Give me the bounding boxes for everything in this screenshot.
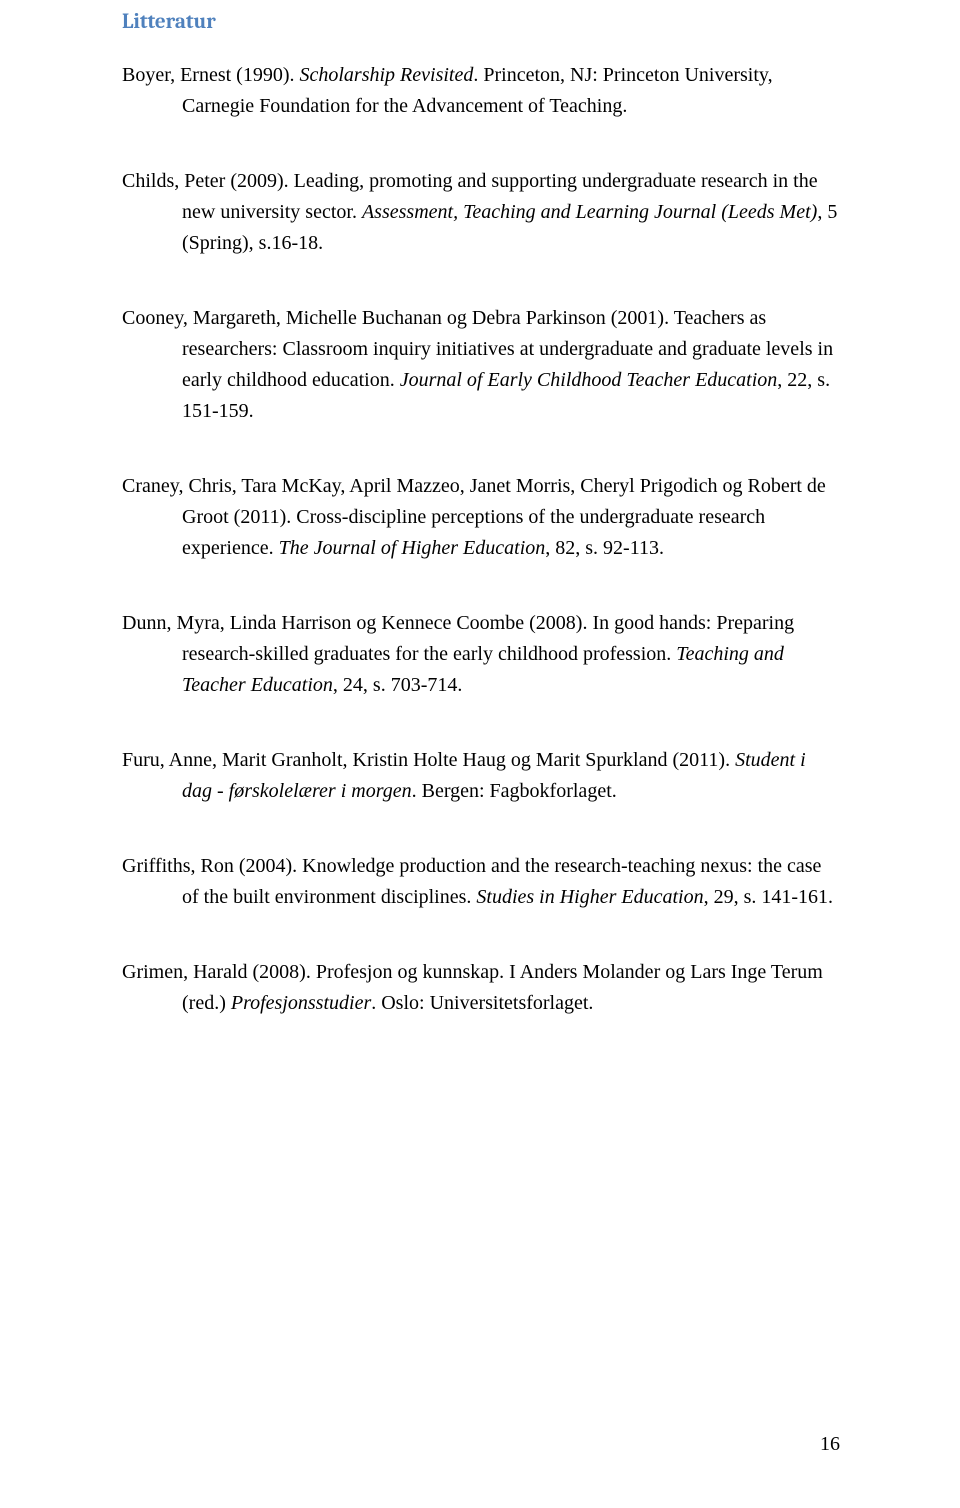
reference-title-italic: Scholarship Revisited (300, 64, 474, 86)
reference-entry: Dunn, Myra, Linda Harrison og Kennece Co… (122, 608, 840, 701)
reference-entry: Craney, Chris, Tara McKay, April Mazzeo,… (122, 471, 840, 564)
reference-entry: Cooney, Margareth, Michelle Buchanan og … (122, 303, 840, 427)
reference-title-italic: Studies in Higher Education (476, 886, 703, 908)
page-number: 16 (820, 1433, 840, 1456)
reference-title-italic: The Journal of Higher Education (279, 537, 546, 559)
reference-text-pre: Boyer, Ernest (1990). (122, 64, 300, 86)
reference-text-post: , 24, s. 703-714. (333, 674, 462, 696)
reference-title-italic: Assessment, Teaching and Learning Journa… (362, 201, 817, 223)
reference-list: Boyer, Ernest (1990). Scholarship Revisi… (122, 60, 840, 1019)
reference-entry: Grimen, Harald (2008). Profesjon og kunn… (122, 957, 840, 1019)
reference-text-post: , 82, s. 92-113. (545, 537, 664, 559)
page-content: Litteratur Boyer, Ernest (1990). Scholar… (0, 0, 960, 1019)
reference-text-post: . Oslo: Universitetsforlaget. (371, 992, 593, 1014)
reference-title-italic: Profesjonsstudier (231, 992, 371, 1014)
reference-entry: Childs, Peter (2009). Leading, promoting… (122, 166, 840, 259)
reference-entry: Boyer, Ernest (1990). Scholarship Revisi… (122, 60, 840, 122)
reference-entry: Griffiths, Ron (2004). Knowledge product… (122, 851, 840, 913)
reference-text-post: . Bergen: Fagbokforlaget. (412, 780, 617, 802)
reference-text-pre: Furu, Anne, Marit Granholt, Kristin Holt… (122, 749, 735, 771)
reference-entry: Furu, Anne, Marit Granholt, Kristin Holt… (122, 745, 840, 807)
reference-title-italic: Journal of Early Childhood Teacher Educa… (400, 369, 778, 391)
reference-text-post: , 29, s. 141-161. (704, 886, 833, 908)
section-heading: Litteratur (122, 10, 840, 34)
